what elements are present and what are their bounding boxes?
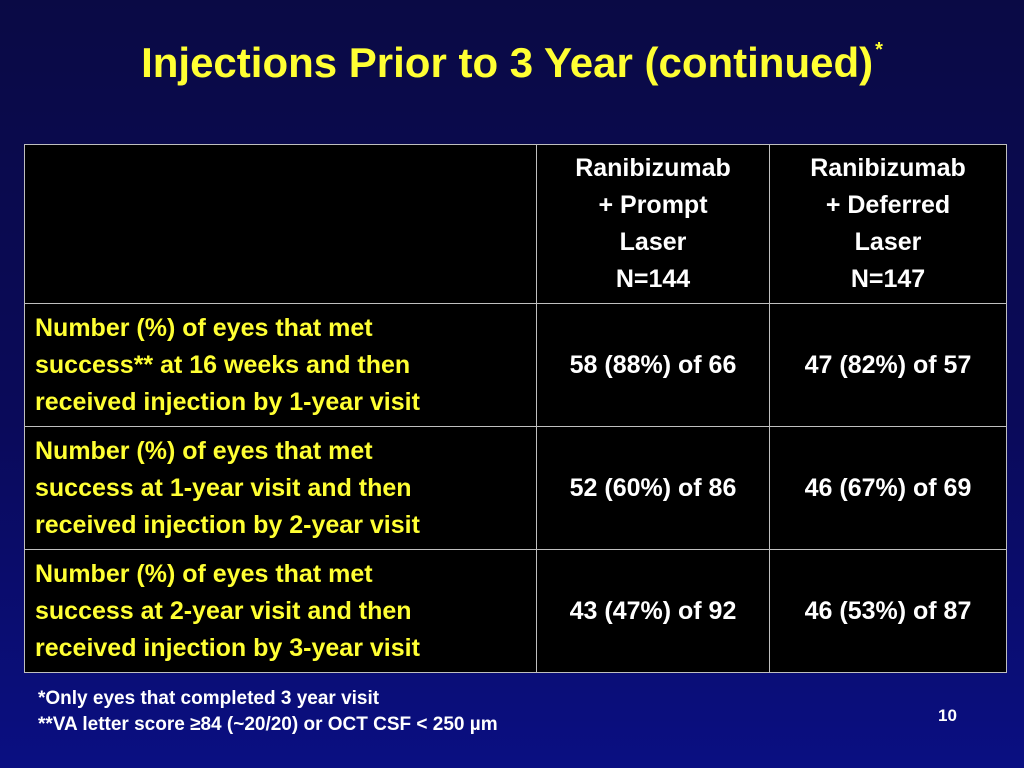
cell-deferred-value: 46 (53%) of 87	[769, 549, 1007, 673]
cell-deferred-value: 46 (67%) of 69	[769, 426, 1007, 550]
slide-title-text: Injections Prior to 3 Year (continued)	[141, 39, 874, 86]
header-line: N=147	[850, 265, 926, 293]
cell-prompt-value: 43 (47%) of 92	[536, 549, 770, 673]
row-label-line: received injection by 1-year visit	[35, 387, 420, 416]
header-line: Ranibizumab	[575, 154, 731, 182]
footnote-success-definition: **VA letter score ≥84 (~20/20) or OCT CS…	[38, 714, 498, 735]
slide-title: Injections Prior to 3 Year (continued) *	[0, 39, 1024, 86]
header-prompt-laser: Ranibizumab + Prompt Laser N=144	[536, 144, 770, 304]
row-label-line: success at 2-year visit and then	[35, 596, 412, 625]
header-line: Laser	[619, 228, 687, 256]
cell-prompt-value: 58 (88%) of 66	[536, 303, 770, 427]
header-line: Ranibizumab	[810, 154, 966, 182]
header-line: + Deferred	[825, 191, 951, 219]
header-line: Laser	[854, 228, 922, 256]
table-header-row: Ranibizumab + Prompt Laser N=144 Ranibiz…	[24, 144, 1007, 304]
title-footnote-marker: *	[875, 39, 883, 61]
cell-prompt-value: 52 (60%) of 86	[536, 426, 770, 550]
row-label: Number (%) of eyes that met success at 2…	[24, 549, 537, 673]
cell-deferred-value: 47 (82%) of 57	[769, 303, 1007, 427]
page-number: 10	[938, 706, 957, 725]
row-label-line: Number (%) of eyes that met	[35, 436, 373, 465]
row-label-line: Number (%) of eyes that met	[35, 313, 373, 342]
header-deferred-laser: Ranibizumab + Deferred Laser N=147	[769, 144, 1007, 304]
header-line: + Prompt	[598, 191, 708, 219]
table-row: Number (%) of eyes that met success at 2…	[24, 549, 1007, 673]
results-table: Ranibizumab + Prompt Laser N=144 Ranibiz…	[24, 144, 1007, 673]
row-label-line: Number (%) of eyes that met	[35, 559, 373, 588]
row-label: Number (%) of eyes that met success at 1…	[24, 426, 537, 550]
row-label-line: success** at 16 weeks and then	[35, 350, 411, 379]
table-row: Number (%) of eyes that met success at 1…	[24, 426, 1007, 550]
table-row: Number (%) of eyes that met success** at…	[24, 303, 1007, 427]
row-label-line: received injection by 2-year visit	[35, 510, 420, 539]
header-blank-cell	[24, 144, 537, 304]
row-label-line: received injection by 3-year visit	[35, 633, 420, 662]
row-label-line: success at 1-year visit and then	[35, 473, 412, 502]
header-line: N=144	[615, 265, 691, 293]
footnote-completed-visit: *Only eyes that completed 3 year visit	[38, 688, 380, 709]
footnotes: *Only eyes that completed 3 year visit *…	[38, 686, 498, 738]
row-label: Number (%) of eyes that met success** at…	[24, 303, 537, 427]
